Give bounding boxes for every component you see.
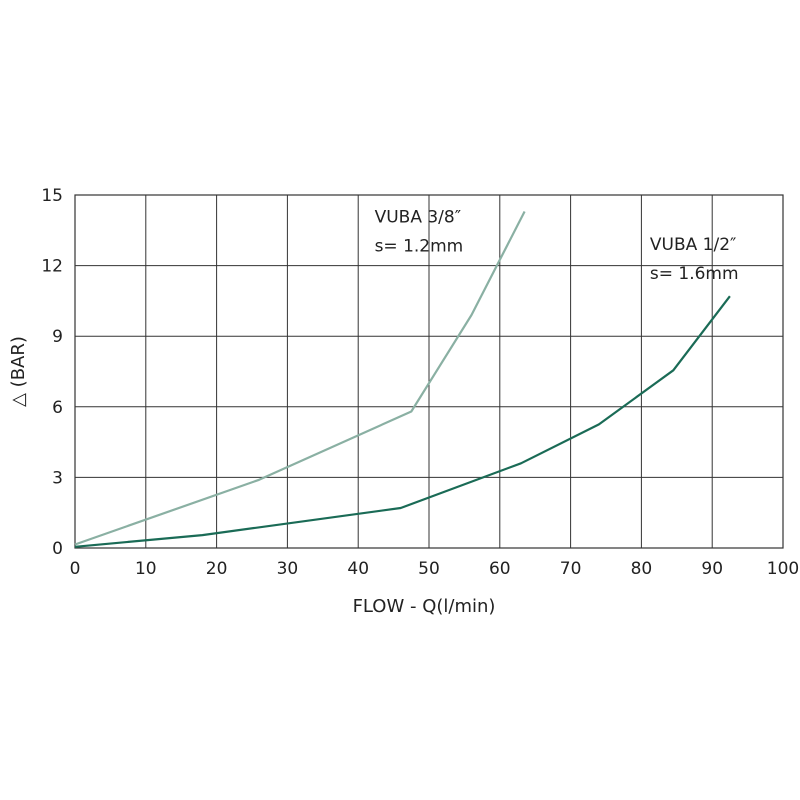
y-tick-label: 12	[41, 257, 63, 277]
series-lines	[74, 210, 731, 548]
y-tick-label: 6	[52, 398, 63, 418]
x-tick-label: 10	[135, 559, 157, 579]
y-tick-label: 3	[52, 468, 63, 488]
x-tick-label: 20	[206, 559, 228, 579]
x-tick-label: 80	[631, 559, 653, 579]
x-tick-label: 60	[489, 559, 511, 579]
annotations: VUBA 3/8″ s= 1.2mm VUBA 1/2″ s= 1.6mm	[375, 207, 739, 284]
series-annotation-name: VUBA 1/2″	[650, 235, 736, 255]
series-line-1	[74, 210, 526, 546]
series-line-2	[74, 295, 731, 548]
x-tick-label: 30	[277, 559, 299, 579]
y-tick-label: 9	[52, 327, 63, 347]
x-tick-label: 90	[701, 559, 723, 579]
x-axis-label: FLOW - Q(l/min)	[353, 596, 496, 617]
x-tick-label: 70	[560, 559, 582, 579]
x-tick-label: 40	[347, 559, 369, 579]
series-annotation-thickness: s= 1.2mm	[375, 236, 464, 256]
x-tick-label: 0	[70, 559, 81, 579]
series-annotation-thickness: s= 1.6mm	[650, 264, 739, 284]
y-tick-label: 0	[52, 539, 63, 559]
grid	[74, 194, 784, 549]
y-axis-ticks: 0 3 6 9 12 15	[41, 186, 63, 559]
x-tick-label: 50	[418, 559, 440, 579]
x-axis-ticks: 0 10 20 30 40 50 60 70 80 90 100	[70, 559, 800, 579]
series-annotation-name: VUBA 3/8″	[375, 207, 461, 227]
x-tick-label: 100	[767, 559, 799, 579]
y-tick-label: 15	[41, 186, 63, 206]
y-axis-label: △ (BAR)	[8, 336, 29, 407]
